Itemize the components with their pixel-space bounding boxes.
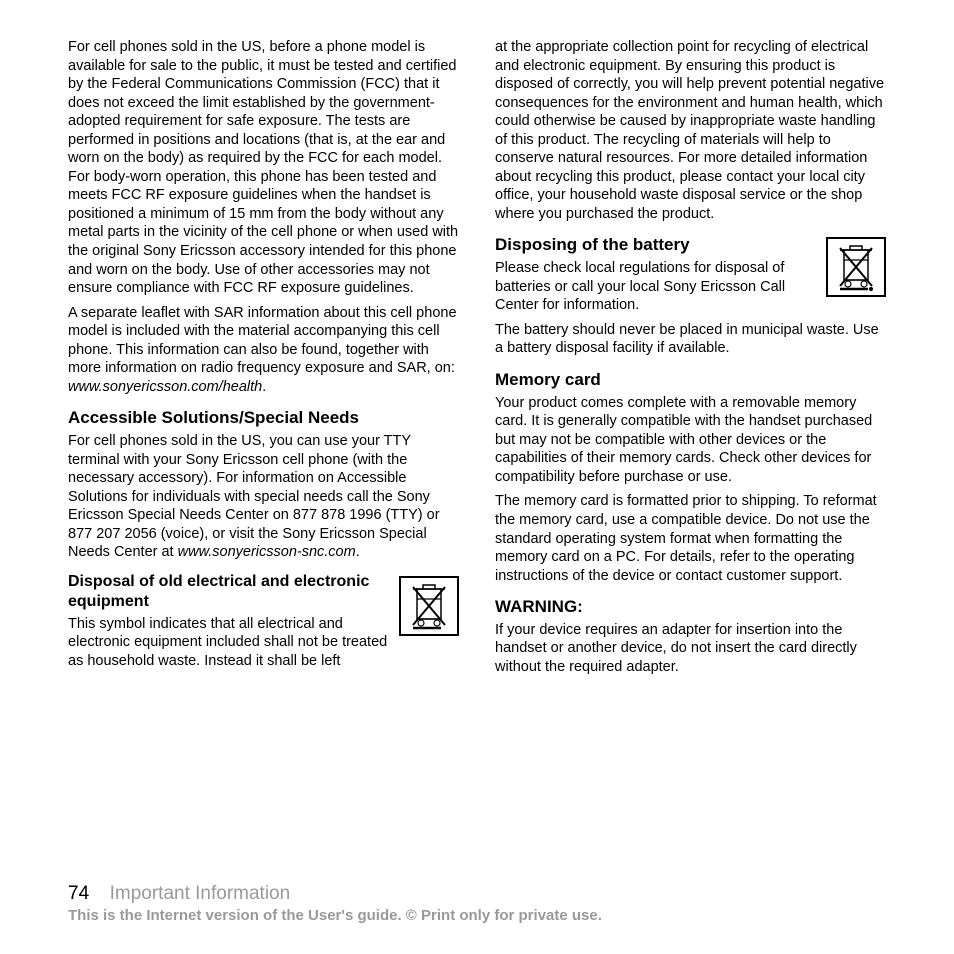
sar-text: A separate leaflet with SAR information … <box>68 305 457 377</box>
accessible-period: . <box>356 544 360 560</box>
sar-url: www.sonyericsson.com/health <box>68 379 262 395</box>
left-column: For cell phones sold in the US, before a… <box>68 38 459 683</box>
memory-p1: Your product comes complete with a remov… <box>495 394 886 487</box>
sar-paragraph: A separate leaflet with SAR information … <box>68 304 459 397</box>
page-number: 74 <box>68 883 89 905</box>
footer-title: Important Information <box>110 883 291 904</box>
battery-bin-icon <box>826 237 886 297</box>
footer-subtitle: This is the Internet version of the User… <box>68 907 886 924</box>
disposal-heading: Disposal of old electrical and electroni… <box>68 572 459 613</box>
memory-p2: The memory card is formatted prior to sh… <box>495 492 886 585</box>
battery-heading-text: Disposing of the battery <box>495 235 690 254</box>
sar-period: . <box>262 379 266 395</box>
accessible-text: For cell phones sold in the US, you can … <box>68 433 440 560</box>
recycling-paragraph: at the appropriate collection point for … <box>495 38 886 223</box>
warning-paragraph: If your device requires an adapter for i… <box>495 621 886 677</box>
disposal-heading-text: Disposal of old electrical and electroni… <box>68 573 369 610</box>
fcc-paragraph: For cell phones sold in the US, before a… <box>68 38 459 298</box>
right-column: at the appropriate collection point for … <box>495 38 886 683</box>
battery-p2: The battery should never be placed in mu… <box>495 321 886 358</box>
page-footer: 74 Important Information This is the Int… <box>68 883 886 924</box>
accessible-url: www.sonyericsson-snc.com <box>178 544 356 560</box>
accessible-heading: Accessible Solutions/Special Needs <box>68 407 459 429</box>
warning-heading: WARNING: <box>495 596 886 618</box>
memory-heading: Memory card <box>495 369 886 391</box>
accessible-paragraph: For cell phones sold in the US, you can … <box>68 432 459 562</box>
recycle-bin-icon <box>399 576 459 636</box>
